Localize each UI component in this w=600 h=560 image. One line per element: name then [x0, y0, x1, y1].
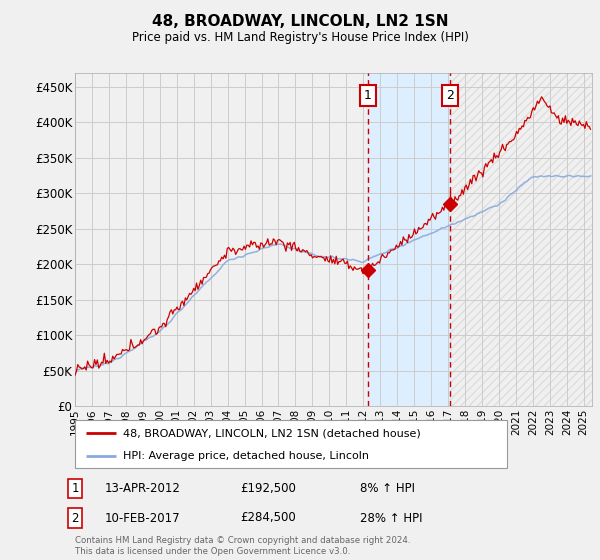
Bar: [450, 73, 592, 406]
Text: 2: 2: [446, 89, 454, 102]
Text: Price paid vs. HM Land Registry's House Price Index (HPI): Price paid vs. HM Land Registry's House …: [131, 31, 469, 44]
Text: HPI: Average price, detached house, Lincoln: HPI: Average price, detached house, Linc…: [122, 451, 368, 461]
FancyBboxPatch shape: [75, 420, 507, 468]
Text: 1: 1: [71, 482, 79, 495]
Text: Contains HM Land Registry data © Crown copyright and database right 2024.
This d: Contains HM Land Registry data © Crown c…: [75, 536, 410, 556]
Text: 8% ↑ HPI: 8% ↑ HPI: [360, 482, 415, 495]
Text: 28% ↑ HPI: 28% ↑ HPI: [360, 511, 422, 525]
Text: £284,500: £284,500: [240, 511, 296, 525]
Bar: [450, 73, 592, 406]
Text: 1: 1: [364, 89, 372, 102]
Text: 2: 2: [71, 511, 79, 525]
Text: 10-FEB-2017: 10-FEB-2017: [105, 511, 181, 525]
Bar: [368, 73, 450, 406]
Text: 48, BROADWAY, LINCOLN, LN2 1SN: 48, BROADWAY, LINCOLN, LN2 1SN: [152, 14, 448, 29]
Text: 48, BROADWAY, LINCOLN, LN2 1SN (detached house): 48, BROADWAY, LINCOLN, LN2 1SN (detached…: [122, 428, 420, 438]
Text: £192,500: £192,500: [240, 482, 296, 495]
Text: 13-APR-2012: 13-APR-2012: [105, 482, 181, 495]
